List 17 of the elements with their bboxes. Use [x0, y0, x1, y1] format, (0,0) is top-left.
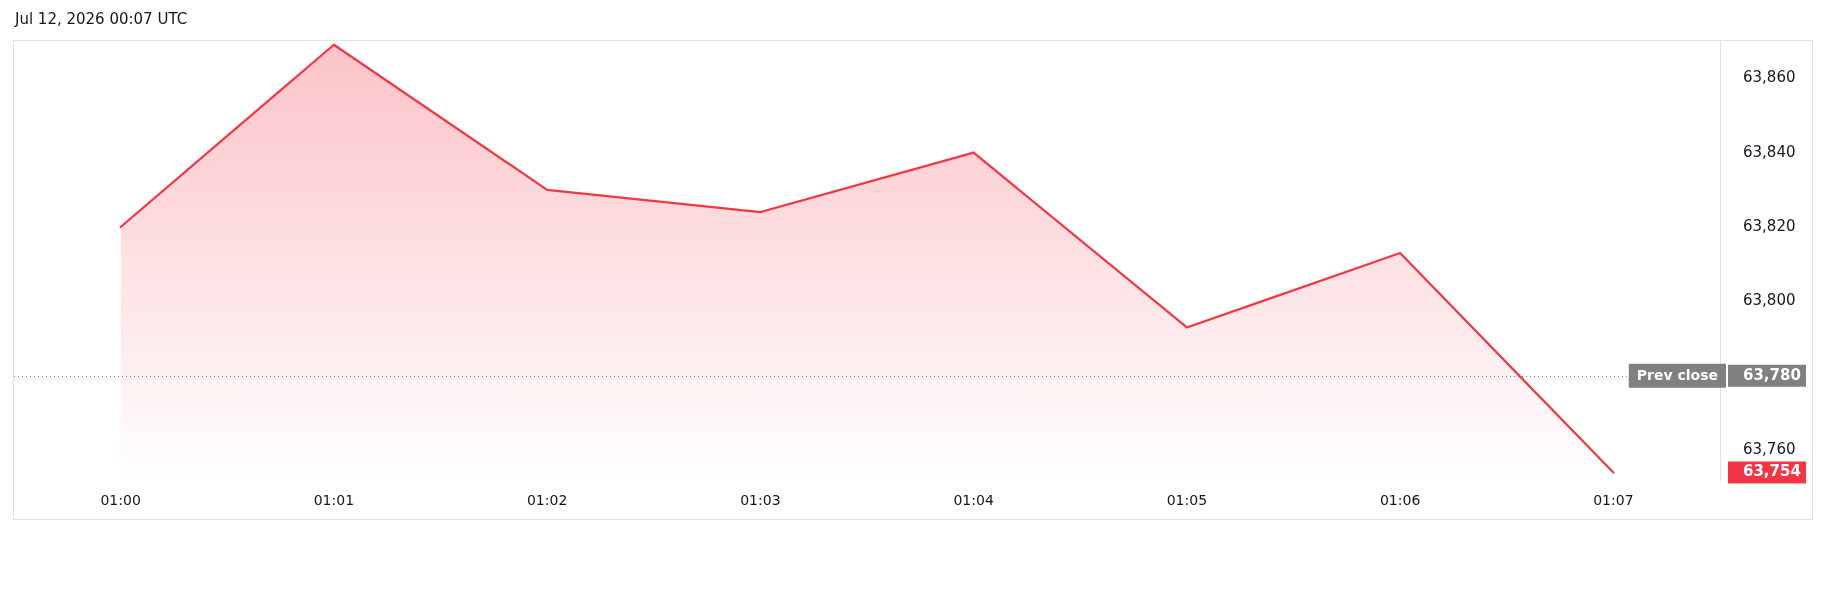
x-tick-label: 01:04	[953, 492, 994, 509]
y-tick-label: 63,860	[1743, 68, 1796, 87]
x-tick-label: 01:02	[526, 492, 568, 509]
y-tick-label: 63,754	[1743, 462, 1801, 481]
y-tick-label: 63,840	[1743, 142, 1796, 161]
y-tick-label: 63,800	[1743, 291, 1796, 310]
y-tick-label: 63,820	[1743, 216, 1796, 235]
x-tick-label: 01:00	[100, 492, 141, 509]
x-tick-label: 01:07	[1593, 492, 1634, 509]
ref-line-label: Prev close	[1636, 367, 1719, 384]
y-tick-label: 63,760	[1743, 440, 1796, 459]
x-tick-label: 01:06	[1379, 492, 1421, 509]
y-tick-label: 63,780	[1743, 365, 1801, 384]
chart-title: Jul 12, 2026 00:07 UTC	[15, 10, 188, 28]
x-tick-label: 01:05	[1166, 492, 1208, 509]
x-tick-label: 01:01	[313, 492, 355, 509]
x-tick-label: 01:03	[740, 492, 781, 509]
